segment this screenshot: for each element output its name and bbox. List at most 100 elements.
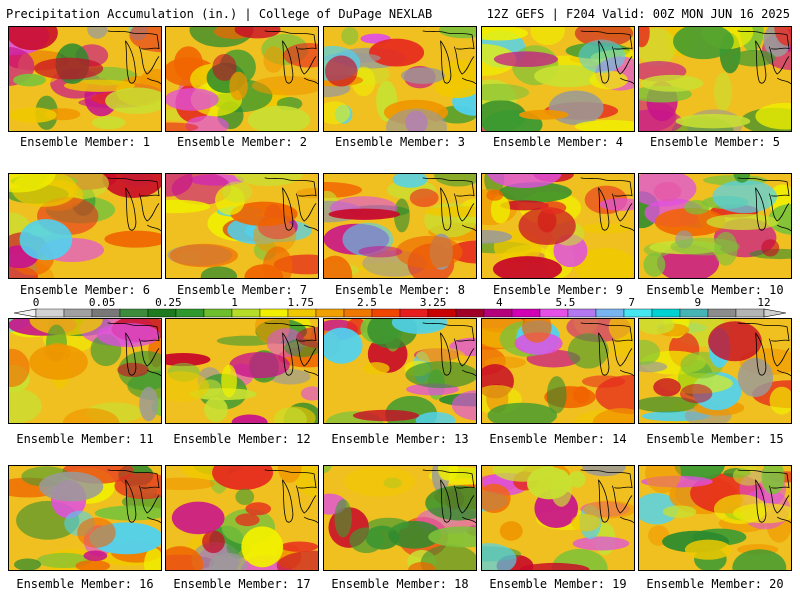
precip-map <box>324 466 476 570</box>
colorbar-right-arrow <box>763 308 787 318</box>
colorbar-tick-label: 0.25 <box>155 296 182 309</box>
colorbar-tick-label: 4 <box>495 296 503 309</box>
colorbar-swatch <box>371 308 401 318</box>
member-label-4: Ensemble Member: 4 <box>492 135 624 149</box>
ensemble-panel-6 <box>8 173 162 279</box>
great-lakes-outline <box>422 469 476 524</box>
member-label-20: Ensemble Member: 20 <box>646 577 784 591</box>
colorbar-swatch <box>455 308 485 318</box>
member-label-15: Ensemble Member: 15 <box>646 432 784 446</box>
product-title: Precipitation Accumulation (in.) | Colle… <box>6 7 433 21</box>
colorbar-swatch <box>707 308 737 318</box>
colorbar-legend <box>13 308 787 318</box>
ensemble-panel-1 <box>8 26 162 132</box>
precip-map <box>9 466 161 570</box>
colorbar-swatch <box>315 308 345 318</box>
member-label-18: Ensemble Member: 18 <box>331 577 469 591</box>
colorbar-labels: 0 0.05 0.25 1 1.75 2.5 3.25 4 5.5 7 9 12 <box>0 296 800 309</box>
great-lakes-outline <box>737 177 791 232</box>
precip-map <box>166 174 318 278</box>
member-label-19: Ensemble Member: 19 <box>489 577 627 591</box>
ensemble-panel-3 <box>323 26 477 132</box>
member-label-11: Ensemble Member: 11 <box>16 432 154 446</box>
colorbar-tick-label: 7 <box>628 296 635 309</box>
member-label-10: Ensemble Member: 10 <box>646 283 784 297</box>
precip-map <box>482 174 634 278</box>
colorbar-tick-label: 1.75 <box>287 296 314 309</box>
colorbar-swatch <box>119 308 149 318</box>
colorbar-swatch <box>427 308 457 318</box>
colorbar-swatch <box>623 308 653 318</box>
ensemble-panel-4 <box>481 26 635 132</box>
colorbar-swatch <box>203 308 233 318</box>
great-lakes-outline <box>264 177 318 232</box>
colorbar-swatch <box>595 308 625 318</box>
ensemble-panel-9 <box>481 173 635 279</box>
ensemble-panel-15 <box>638 318 792 424</box>
great-lakes-outline <box>422 322 476 377</box>
precip-map <box>639 174 791 278</box>
colorbar-tick-label: 0.05 <box>88 296 116 309</box>
member-label-2: Ensemble Member: 2 <box>176 135 308 149</box>
colorbar-left-arrow <box>13 308 37 318</box>
colorbar-swatch <box>539 308 569 318</box>
header: Precipitation Accumulation (in.) | Colle… <box>0 0 800 24</box>
great-lakes-outline <box>580 469 634 524</box>
ensemble-panel-20 <box>638 465 792 571</box>
member-label-12: Ensemble Member: 12 <box>173 432 311 446</box>
great-lakes-outline <box>264 30 318 85</box>
ensemble-panel-17 <box>165 465 319 571</box>
great-lakes-outline <box>580 322 634 377</box>
great-lakes-outline <box>422 30 476 85</box>
precip-map <box>482 319 634 423</box>
great-lakes-outline <box>737 322 791 377</box>
member-label-16: Ensemble Member: 16 <box>16 577 154 591</box>
precip-map <box>9 174 161 278</box>
precip-map <box>166 319 318 423</box>
colorbar-swatch <box>679 308 709 318</box>
colorbar-swatch <box>35 308 65 318</box>
member-label-17: Ensemble Member: 17 <box>173 577 311 591</box>
run-info: 12Z GEFS | F204 Valid: 00Z MON JUN 16 20… <box>486 7 790 21</box>
great-lakes-outline <box>737 30 791 85</box>
colorbar-swatch <box>343 308 373 318</box>
precip-map <box>639 27 791 131</box>
colorbar-swatch <box>175 308 205 318</box>
ensemble-panel-5 <box>638 26 792 132</box>
precip-map <box>324 319 476 423</box>
member-label-9: Ensemble Member: 9 <box>492 283 624 297</box>
great-lakes-outline <box>107 177 161 232</box>
great-lakes-outline <box>107 469 161 524</box>
colorbar-swatch <box>63 308 93 318</box>
colorbar-swatch <box>259 308 289 318</box>
colorbar-swatch <box>287 308 317 318</box>
precip-map <box>639 466 791 570</box>
precip-map <box>639 319 791 423</box>
member-label-3: Ensemble Member: 3 <box>334 135 466 149</box>
colorbar-swatch <box>567 308 597 318</box>
precip-map <box>324 27 476 131</box>
precip-map <box>166 466 318 570</box>
great-lakes-outline <box>580 177 634 232</box>
precip-map <box>482 27 634 131</box>
colorbar-tick-label: 9 <box>694 296 702 309</box>
ensemble-panel-12 <box>165 318 319 424</box>
great-lakes-outline <box>737 469 791 524</box>
member-label-14: Ensemble Member: 14 <box>489 432 627 446</box>
great-lakes-outline <box>264 469 318 524</box>
colorbar-tick-label: 12 <box>757 296 771 309</box>
great-lakes-outline <box>422 177 476 232</box>
precip-map <box>9 319 161 423</box>
ensemble-panel-11 <box>8 318 162 424</box>
colorbar-tick-label: 1 <box>231 296 238 309</box>
colorbar-swatch <box>399 308 429 318</box>
colorbar-swatch <box>91 308 121 318</box>
colorbar-swatch <box>483 308 513 318</box>
precip-map <box>324 174 476 278</box>
colorbar-tick-label: 3.25 <box>419 296 447 309</box>
member-label-13: Ensemble Member: 13 <box>331 432 469 446</box>
ensemble-panel-13 <box>323 318 477 424</box>
member-label-1: Ensemble Member: 1 <box>19 135 151 149</box>
colorbar-swatch <box>651 308 681 318</box>
colorbar-swatch <box>231 308 261 318</box>
